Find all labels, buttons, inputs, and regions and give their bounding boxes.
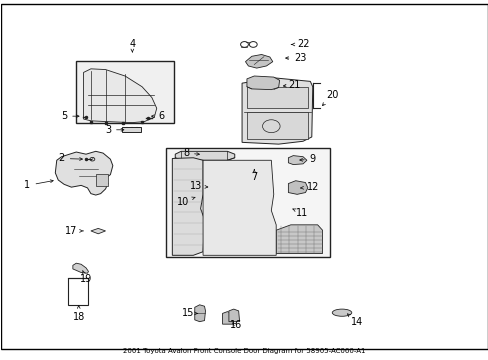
Bar — [166, 148, 329, 257]
Text: 15: 15 — [182, 309, 197, 318]
Polygon shape — [172, 158, 204, 255]
Text: 9: 9 — [299, 154, 315, 164]
Text: 20: 20 — [322, 90, 338, 105]
Text: 8: 8 — [183, 148, 199, 158]
Polygon shape — [288, 181, 307, 194]
Text: 3: 3 — [105, 125, 123, 135]
Polygon shape — [245, 54, 272, 68]
Polygon shape — [207, 181, 228, 195]
Text: 5: 5 — [61, 111, 79, 121]
Text: 14: 14 — [347, 314, 362, 327]
Polygon shape — [83, 69, 157, 123]
Text: 11: 11 — [292, 208, 307, 218]
Text: 23: 23 — [285, 53, 306, 63]
Polygon shape — [246, 76, 279, 90]
Polygon shape — [276, 225, 322, 253]
Text: 21: 21 — [283, 80, 300, 90]
Polygon shape — [194, 305, 205, 321]
Bar — [246, 112, 307, 139]
Text: 12: 12 — [300, 182, 318, 192]
Text: 19: 19 — [80, 271, 92, 284]
Text: 6: 6 — [151, 111, 164, 121]
Text: 22: 22 — [291, 40, 308, 49]
Ellipse shape — [331, 309, 351, 316]
Bar — [246, 87, 307, 108]
Text: 7: 7 — [251, 169, 257, 182]
Polygon shape — [55, 151, 113, 195]
Text: 1: 1 — [24, 180, 53, 190]
Text: 17: 17 — [65, 226, 83, 236]
Polygon shape — [175, 151, 234, 160]
Text: 2: 2 — [59, 153, 82, 163]
Text: 16: 16 — [229, 320, 242, 330]
Polygon shape — [288, 156, 306, 165]
Polygon shape — [222, 312, 233, 324]
Text: 10: 10 — [177, 197, 195, 207]
Text: 4: 4 — [129, 39, 135, 52]
Bar — [76, 60, 173, 123]
Text: 13: 13 — [189, 181, 207, 192]
Polygon shape — [228, 309, 239, 321]
Polygon shape — [91, 228, 105, 234]
FancyBboxPatch shape — [122, 127, 141, 132]
Polygon shape — [203, 160, 276, 255]
Bar — [96, 174, 108, 186]
Polygon shape — [73, 263, 88, 273]
Polygon shape — [242, 78, 312, 144]
Text: 18: 18 — [72, 306, 84, 322]
Bar — [68, 278, 88, 305]
Text: 2001 Toyota Avalon Front Console Door Diagram for 58905-AC060-A1: 2001 Toyota Avalon Front Console Door Di… — [123, 348, 365, 354]
